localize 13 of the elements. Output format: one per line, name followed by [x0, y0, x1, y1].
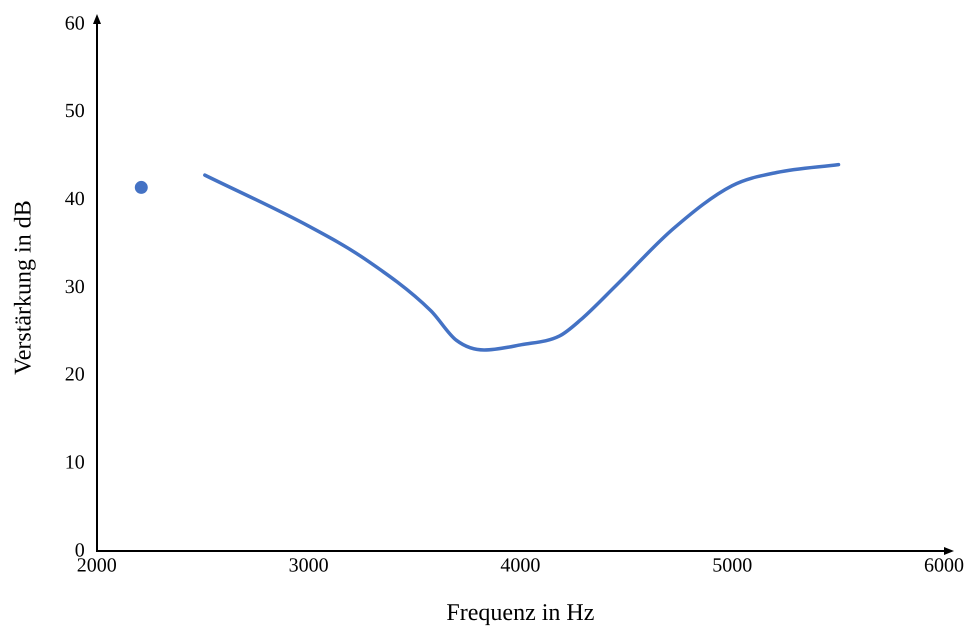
- x-tick-label: 4000: [500, 554, 540, 576]
- x-tick-label: 3000: [288, 554, 329, 576]
- y-tick-label: 10: [64, 452, 85, 474]
- y-tick-label: 60: [64, 12, 85, 34]
- x-tick-label: 6000: [924, 554, 964, 576]
- line-series: [203, 162, 840, 352]
- y-tick-label: 40: [64, 188, 85, 210]
- y-tick-label: 20: [64, 364, 85, 386]
- y-tick-label: 50: [64, 100, 85, 122]
- x-axis-title: Frequenz in Hz: [446, 600, 594, 626]
- y-axis-title: Verstärkung in dB: [10, 200, 37, 375]
- x-tick-label: 5000: [712, 554, 752, 576]
- y-tick-label: 30: [64, 276, 85, 298]
